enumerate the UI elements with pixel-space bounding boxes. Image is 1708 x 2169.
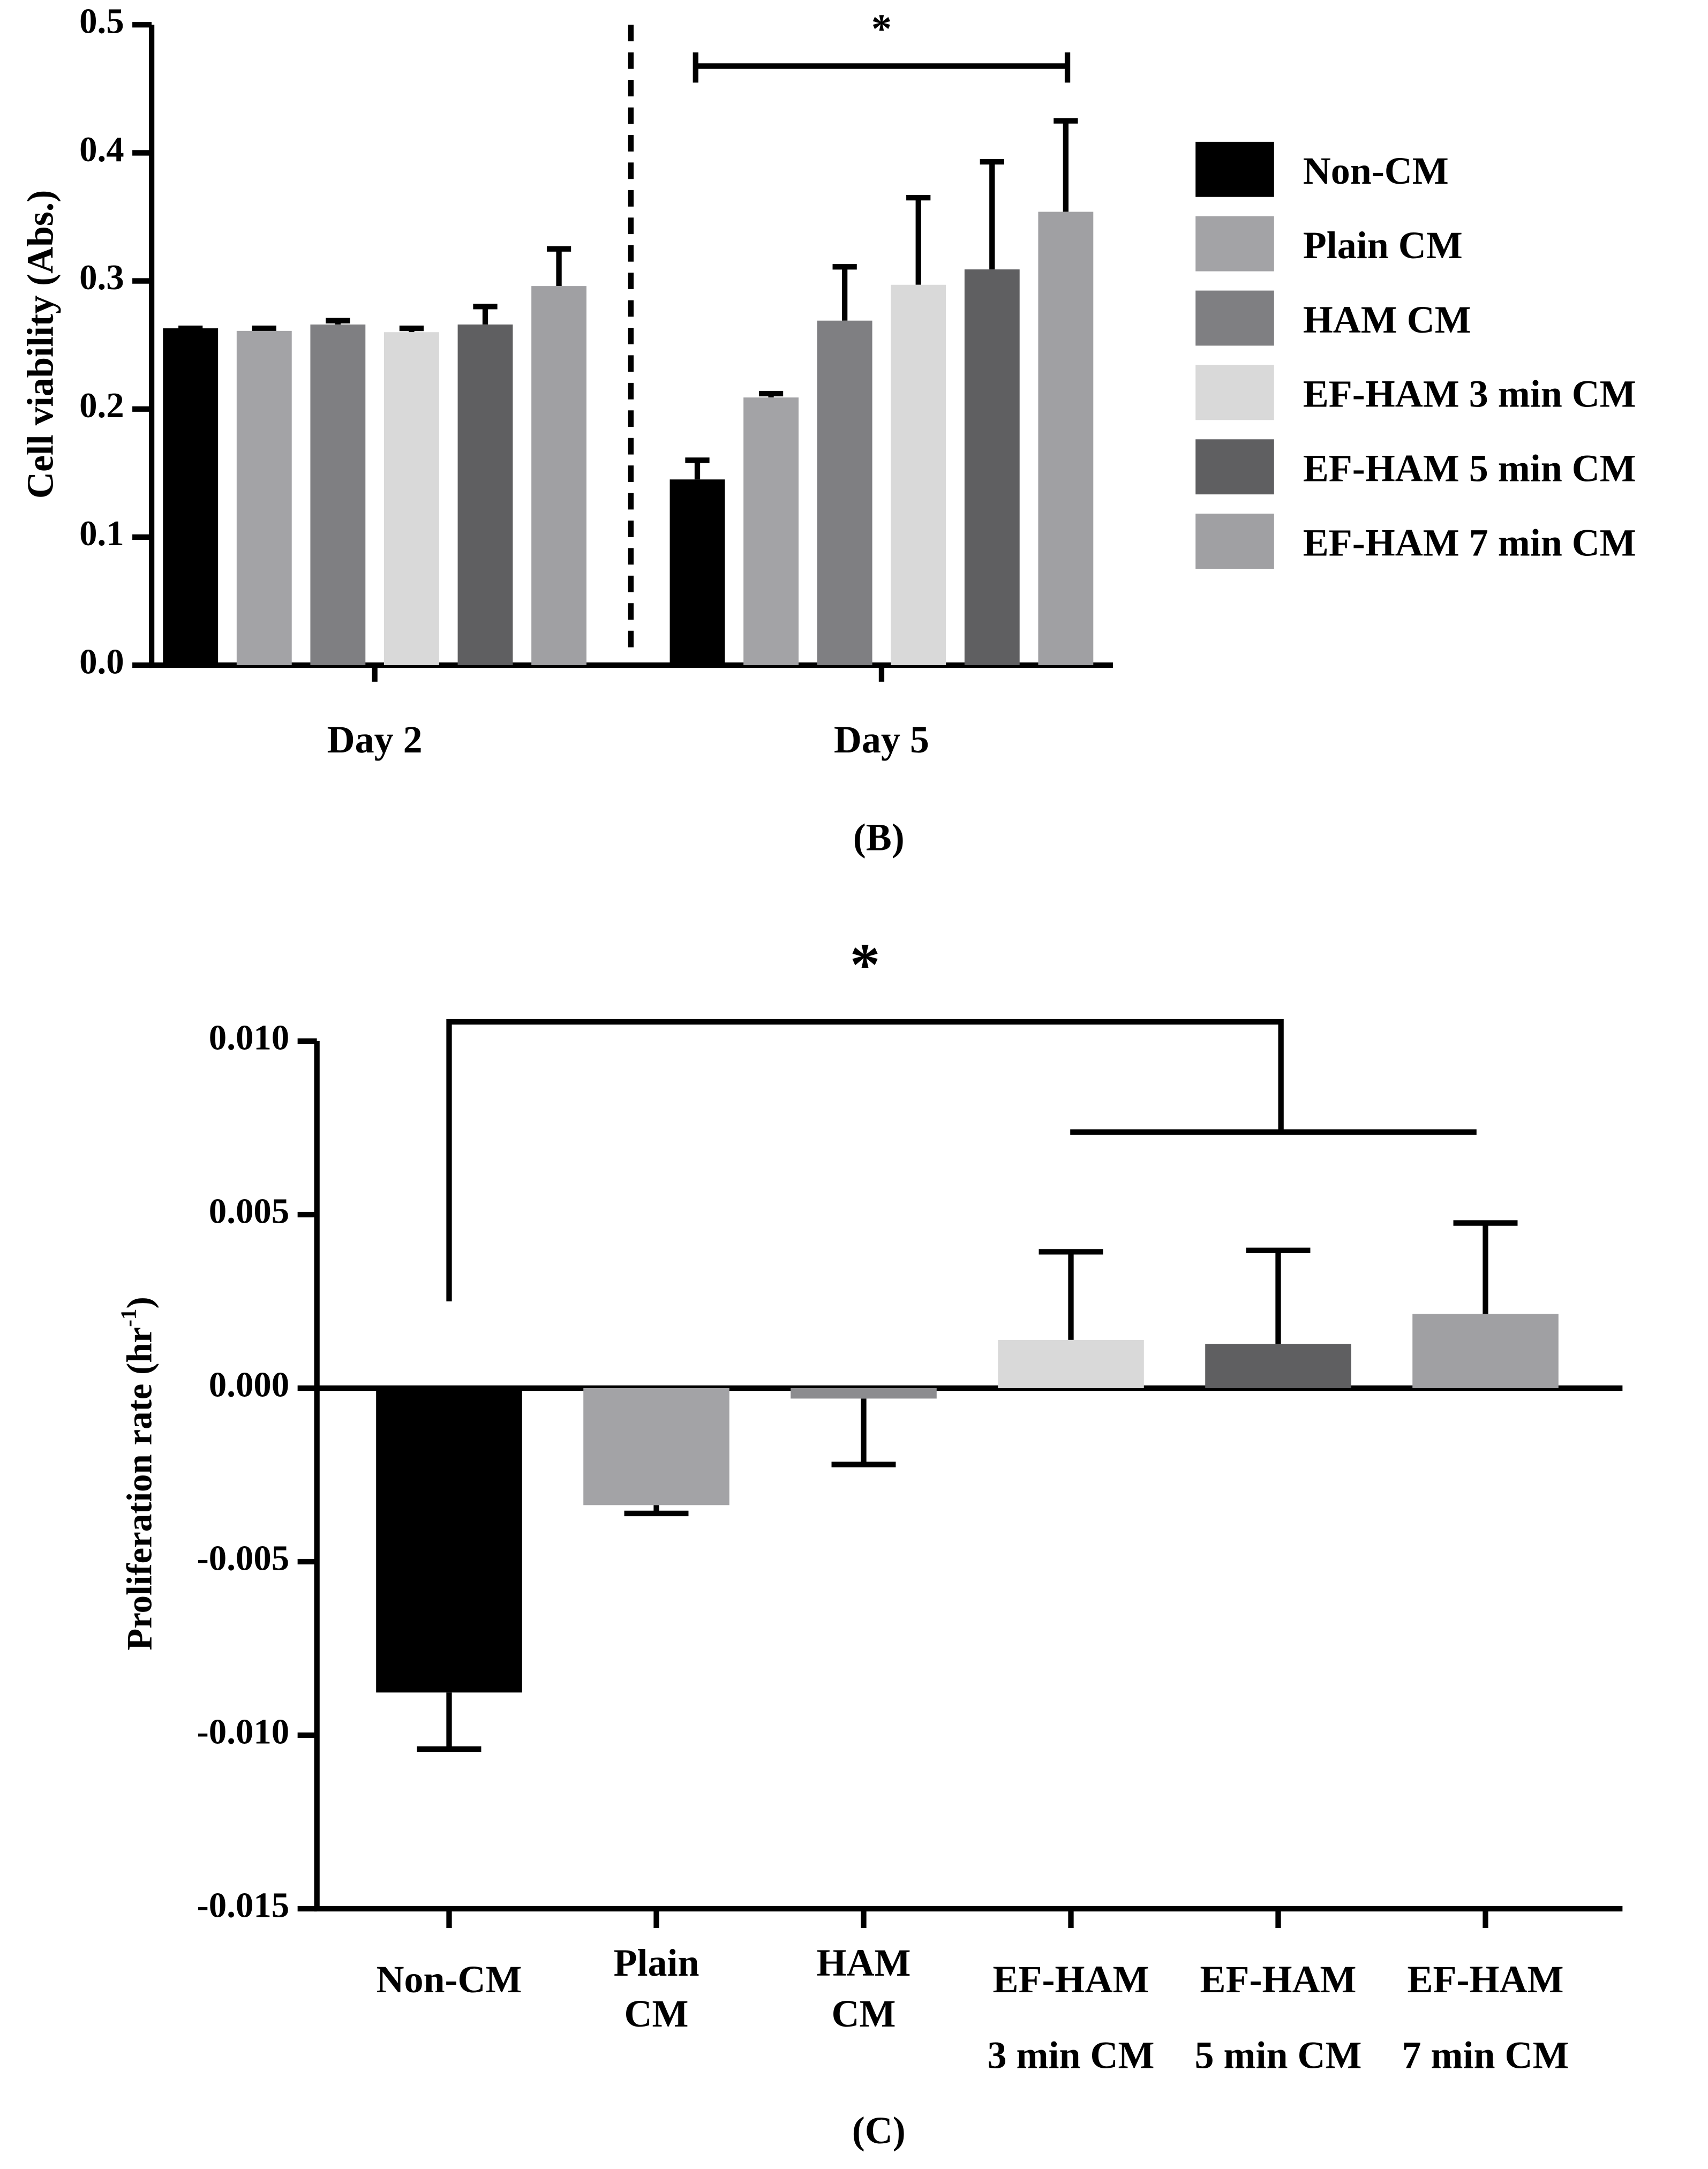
legend-label: EF-HAM 5 min CM: [1303, 447, 1636, 490]
legend-swatch: [1195, 514, 1274, 569]
significance-bracket: [446, 1019, 1477, 1301]
bar: [743, 397, 799, 665]
bar: [376, 1388, 522, 1693]
legend-label: Plain CM: [1303, 224, 1463, 267]
x-tick-label: HAM CM: [817, 1941, 911, 2035]
bar: [998, 1339, 1144, 1388]
bar: [583, 1388, 729, 1505]
caption: (B): [853, 816, 905, 859]
bar: [891, 284, 946, 665]
x-tick-label: Non-CM: [377, 1957, 522, 2000]
y-tick-label: 0.4: [79, 130, 124, 169]
bar: [791, 1388, 937, 1399]
legend-swatch: [1195, 216, 1274, 272]
bar: [457, 324, 513, 665]
bar: [310, 324, 366, 665]
x-tick-label: Plain CM: [613, 1941, 699, 2035]
x-tick-label: Day 5: [834, 718, 929, 761]
bar: [384, 332, 439, 665]
legend-label: EF-HAM 3 min CM: [1303, 373, 1636, 416]
bar: [163, 328, 219, 665]
y-tick-label: 0.005: [209, 1191, 289, 1231]
y-axis-label: Proliferation rate (hr-1): [116, 1297, 160, 1650]
bar: [964, 269, 1020, 665]
y-axis-label: Cell viability (Abs.): [20, 190, 61, 499]
y-tick-label: 0.5: [79, 2, 124, 41]
legend-swatch: [1195, 141, 1274, 197]
bar: [1412, 1314, 1559, 1388]
y-tick-label: 0.0: [79, 642, 124, 681]
x-tick-label: EF-HAM 3 min CM: [988, 1957, 1155, 2076]
annotation: *: [871, 5, 892, 51]
y-tick-label: -0.015: [197, 1885, 290, 1925]
x-tick-label: EF-HAM 7 min CM: [1402, 1957, 1569, 2076]
legend-swatch: [1195, 439, 1274, 495]
bar: [1038, 212, 1094, 665]
y-tick-label: 0.010: [209, 1018, 289, 1057]
y-tick-label: -0.010: [197, 1712, 290, 1751]
axis: [314, 1041, 1623, 1912]
y-tick-label: 0.2: [79, 386, 124, 425]
bar: [531, 286, 586, 665]
bar: [669, 479, 725, 665]
bar: [236, 330, 292, 665]
y-tick-label: -0.005: [197, 1538, 290, 1578]
x-tick-label: EF-HAM 5 min CM: [1195, 1957, 1362, 2076]
x-tick-label: Day 2: [327, 718, 423, 761]
legend-label: EF-HAM 7 min CM: [1303, 521, 1636, 564]
y-tick-label: 0.1: [79, 514, 124, 553]
legend-label: Non-CM: [1303, 149, 1449, 192]
caption: (C): [852, 2109, 906, 2152]
y-tick-label: 0.3: [79, 258, 124, 297]
bar: [1205, 1344, 1351, 1388]
y-tick-label: 0.000: [209, 1365, 289, 1404]
significance-bracket: [693, 52, 1071, 83]
legend-swatch: [1195, 290, 1274, 346]
bar: [817, 320, 872, 665]
legend-swatch: [1195, 365, 1274, 420]
annotation: *: [850, 931, 881, 998]
legend-label: HAM CM: [1303, 298, 1471, 341]
